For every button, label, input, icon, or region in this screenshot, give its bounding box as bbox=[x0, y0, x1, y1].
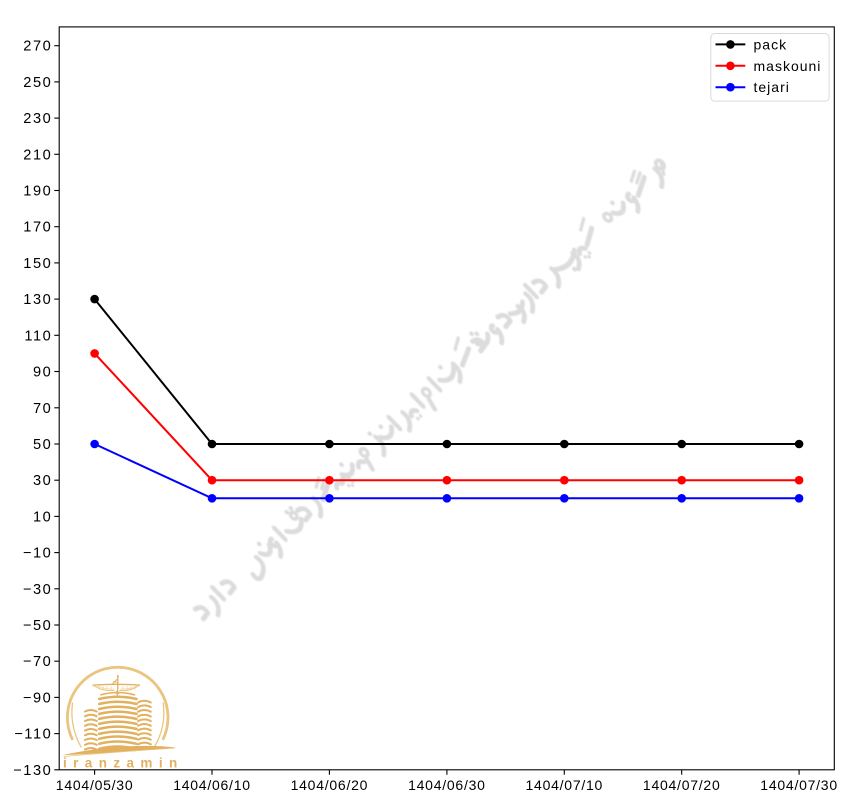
svg-text:150: 150 bbox=[23, 256, 52, 272]
svg-text:pack: pack bbox=[754, 36, 788, 52]
svg-text:1404/06/10: 1404/06/10 bbox=[173, 777, 251, 793]
svg-text:270: 270 bbox=[23, 39, 52, 55]
svg-text:1404/06/30: 1404/06/30 bbox=[408, 777, 486, 793]
svg-text:70: 70 bbox=[33, 401, 52, 417]
svg-text:250: 250 bbox=[23, 75, 52, 91]
svg-text:10: 10 bbox=[33, 509, 52, 525]
svg-text:190: 190 bbox=[23, 184, 52, 200]
svg-text:tejari: tejari bbox=[754, 79, 790, 95]
svg-text:30: 30 bbox=[33, 473, 52, 489]
svg-text:110: 110 bbox=[24, 328, 52, 344]
svg-text:1404/07/10: 1404/07/10 bbox=[526, 777, 604, 793]
svg-text:−30: −30 bbox=[23, 582, 53, 598]
svg-text:iranzamin: iranzamin bbox=[63, 756, 184, 771]
svg-text:130: 130 bbox=[23, 292, 52, 308]
svg-text:1404/07/20: 1404/07/20 bbox=[643, 777, 721, 793]
svg-text:−10: −10 bbox=[23, 546, 53, 562]
svg-text:170: 170 bbox=[23, 220, 52, 236]
svg-text:−130: −130 bbox=[13, 763, 52, 779]
svg-text:50: 50 bbox=[33, 437, 52, 453]
svg-text:−50: −50 bbox=[23, 618, 53, 634]
svg-text:maskouni: maskouni bbox=[754, 58, 822, 74]
svg-text:−90: −90 bbox=[23, 690, 53, 706]
svg-text:90: 90 bbox=[33, 365, 52, 381]
svg-text:210: 210 bbox=[23, 147, 52, 163]
svg-text:230: 230 bbox=[23, 111, 52, 127]
svg-text:1404/05/30: 1404/05/30 bbox=[56, 777, 134, 793]
svg-text:−70: −70 bbox=[23, 654, 53, 670]
svg-text:−110: −110 bbox=[14, 727, 52, 743]
svg-text:1404/06/20: 1404/06/20 bbox=[291, 777, 369, 793]
svg-text:1404/07/30: 1404/07/30 bbox=[760, 777, 838, 793]
